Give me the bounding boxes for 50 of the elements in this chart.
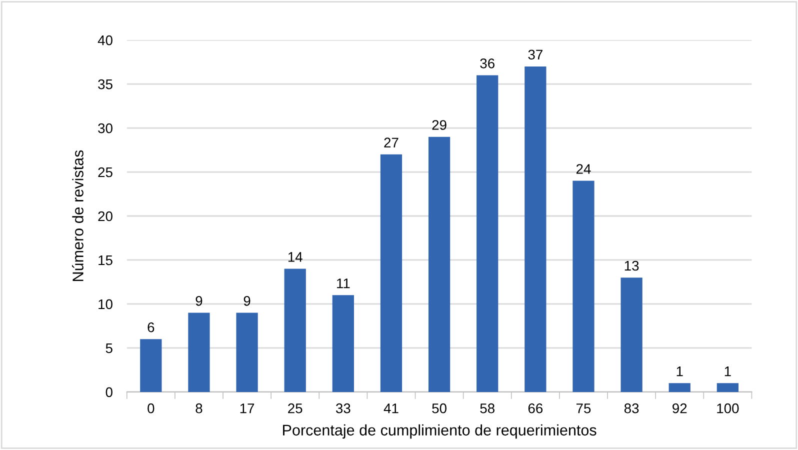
- bar: [524, 66, 546, 392]
- bar: [380, 154, 402, 392]
- y-tick-label: 30: [98, 123, 112, 134]
- x-tick-label: 33: [336, 403, 350, 414]
- y-tick-label: 15: [98, 255, 112, 266]
- bar: [188, 312, 210, 392]
- data-label: 6: [148, 322, 154, 332]
- bar: [572, 180, 594, 392]
- y-tick-label: 0: [106, 387, 112, 398]
- data-label: 1: [676, 366, 683, 376]
- bar: [716, 383, 738, 392]
- x-tick-label: 66: [528, 403, 543, 414]
- data-label: 14: [288, 252, 302, 262]
- bar: [620, 278, 642, 392]
- bar: [284, 268, 306, 392]
- bar: [668, 383, 690, 392]
- y-tick-label: 35: [98, 79, 112, 90]
- data-label: 1: [724, 366, 731, 376]
- bar: [236, 312, 258, 392]
- bar: [428, 136, 450, 392]
- y-axis-title: Número de revistas: [72, 150, 84, 281]
- bar: [140, 339, 162, 392]
- x-tick-label: 8: [196, 403, 202, 414]
- x-tick-label: 0: [148, 403, 154, 414]
- x-tick-label: 83: [624, 403, 639, 414]
- data-label: 9: [244, 296, 250, 306]
- x-tick-label: 100: [717, 403, 739, 414]
- x-tick-label: 58: [480, 403, 494, 414]
- x-tick-label: 41: [384, 404, 398, 414]
- bar: [332, 295, 354, 392]
- data-label: 37: [528, 50, 542, 60]
- data-label: 9: [196, 296, 202, 306]
- y-tick-label: 25: [98, 167, 112, 178]
- y-tick-label: 20: [98, 211, 112, 222]
- x-tick-label: 75: [576, 404, 591, 414]
- y-tick-label: 5: [106, 343, 112, 354]
- data-label: 11: [337, 278, 350, 288]
- data-label: 29: [432, 120, 446, 130]
- x-tick-label: 92: [672, 403, 687, 414]
- x-tick-label: 25: [288, 403, 302, 414]
- data-label: 24: [576, 164, 591, 174]
- data-label: 27: [384, 138, 398, 148]
- data-label: 13: [624, 260, 639, 271]
- y-tick-label: 40: [98, 35, 112, 46]
- x-tick-label: 50: [432, 403, 446, 414]
- y-tick-label: 10: [98, 299, 112, 310]
- x-tick-label: 17: [240, 404, 254, 414]
- bar: [476, 75, 498, 392]
- data-label: 36: [480, 58, 494, 68]
- x-axis-title: Porcentaje de cumplimiento de requerimientos: [283, 424, 596, 439]
